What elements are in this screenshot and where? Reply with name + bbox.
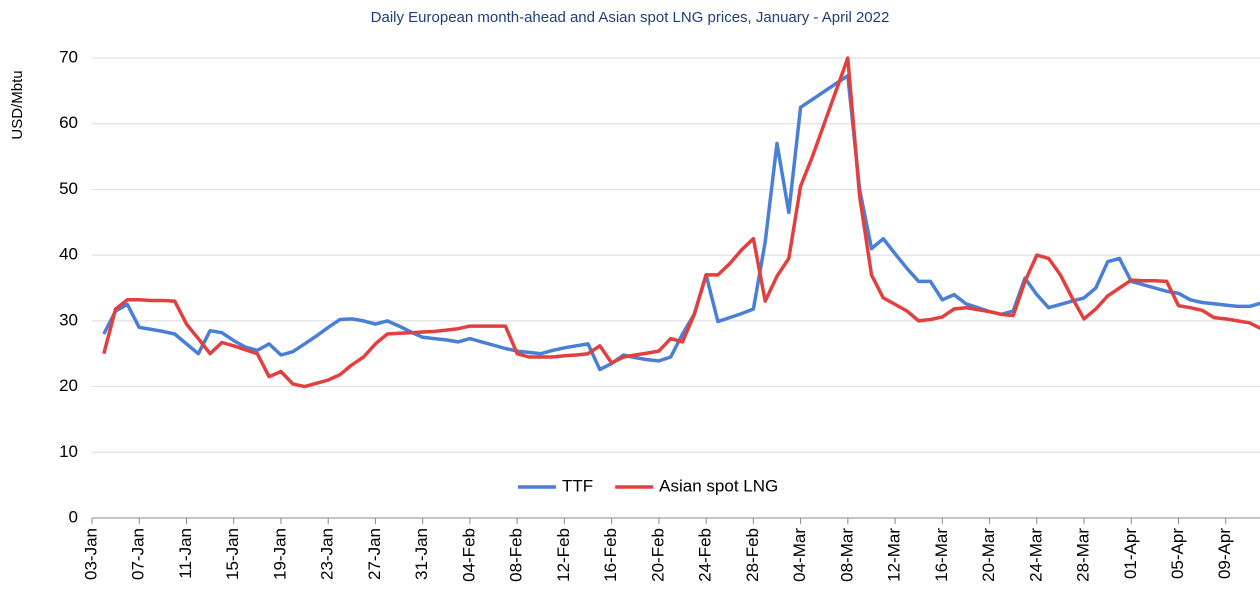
series-line [102, 56, 1260, 389]
y-tick-label: 0 [69, 507, 78, 526]
y-tick-label: 50 [59, 179, 78, 198]
x-tick-label: 03-Jan [81, 528, 100, 580]
x-tick-label: 09-Apr [1215, 528, 1234, 579]
chart-title: Daily European month-ahead and Asian spo… [371, 9, 890, 26]
x-tick-label: 11-Jan [176, 528, 195, 579]
y-tick-label: 10 [59, 442, 78, 461]
y-tick-label: 40 [59, 245, 78, 264]
x-tick-label: 19-Jan [270, 528, 289, 580]
x-tick-label: 31-Jan [412, 528, 431, 580]
y-tick-label: 30 [59, 310, 78, 329]
x-tick-label: 28-Feb [743, 528, 762, 582]
x-tick-label: 23-Jan [318, 528, 337, 580]
y-tick-label: 60 [59, 113, 78, 132]
x-tick-label: 28-Mar [1074, 528, 1093, 582]
legend: TTF Asian spot LNG [518, 476, 778, 495]
legend-label: TTF [562, 476, 593, 495]
y-axis-label: USD/Mbtu [9, 70, 26, 139]
legend-label: Asian spot LNG [659, 476, 778, 495]
x-tick-label: 16-Feb [601, 528, 620, 582]
x-tick-label: 20-Feb [648, 528, 667, 582]
x-tick-label: 01-Apr [1121, 528, 1140, 579]
x-tick-label: 08-Mar [837, 528, 856, 582]
x-tick-label: 16-Mar [932, 528, 951, 582]
x-tick-label: 12-Feb [554, 528, 573, 582]
x-tick-label: 04-Mar [790, 528, 809, 582]
x-tick-label: 24-Feb [696, 528, 715, 582]
x-tick-label: 04-Feb [459, 528, 478, 582]
x-tick-label: 15-Jan [223, 528, 242, 580]
series-line [102, 73, 1260, 372]
x-tick-label: 20-Mar [979, 528, 998, 582]
x-tick-label: 05-Apr [1168, 528, 1187, 579]
x-tick-label: 27-Jan [365, 528, 384, 580]
x-tick-label: 12-Mar [885, 528, 904, 582]
x-tick-label: 07-Jan [129, 528, 148, 580]
x-tick-label: 08-Feb [507, 528, 526, 582]
x-tick-label: 24-Mar [1026, 528, 1045, 582]
y-tick-label: 20 [59, 376, 78, 395]
y-tick-label: 70 [59, 47, 78, 66]
